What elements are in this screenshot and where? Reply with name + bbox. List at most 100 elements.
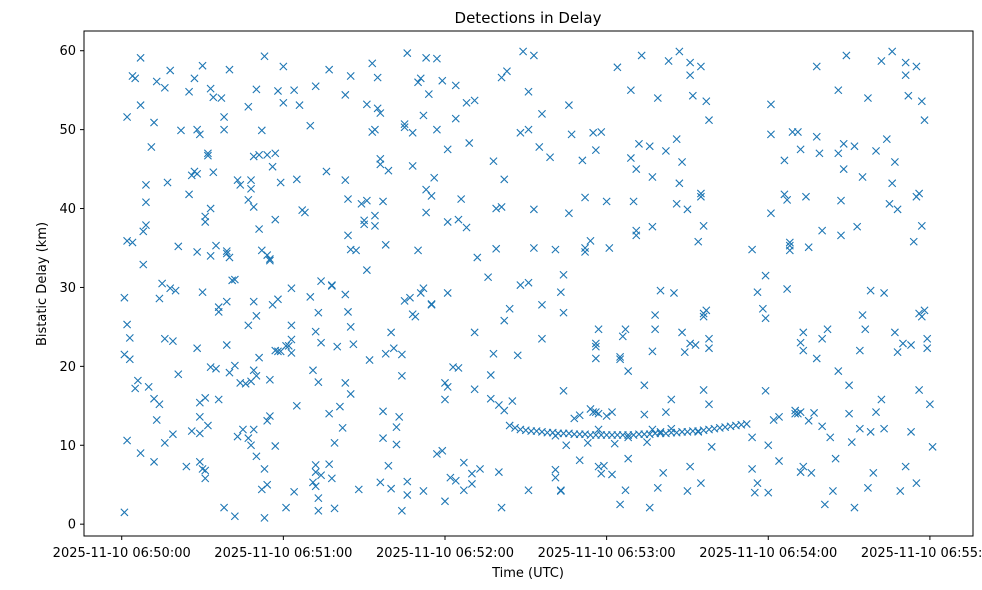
detection-marker [648,425,657,434]
detection-marker [265,255,274,264]
detection-marker [920,116,929,125]
detection-marker [470,385,479,394]
detection-marker [238,425,247,434]
detection-marker [696,479,705,488]
x-tick-label: 2025-11-10 06:52:00 [376,546,514,561]
detection-marker [141,198,150,207]
detection-marker [834,367,843,376]
detection-marker [594,325,603,334]
detection-marker [193,125,202,134]
detection-marker [341,290,350,299]
detection-marker [195,412,204,421]
detection-marker [834,149,843,158]
detection-marker [923,334,932,343]
detection-marker [845,409,854,418]
detection-marker [915,189,924,198]
detection-marker [427,191,436,200]
detection-marker [203,421,212,430]
detection-marker [317,277,326,286]
detection-marker [252,85,261,94]
detection-marker [427,300,436,309]
detection-marker [379,434,388,443]
detection-marker [225,65,234,74]
detection-marker [686,71,695,80]
detection-marker [524,486,533,495]
detection-marker [917,97,926,106]
detection-marker [858,172,867,181]
detection-marker [139,227,148,236]
detection-marker [500,175,509,184]
detection-marker [575,456,584,465]
detection-marker [300,208,309,217]
detection-marker [764,488,773,497]
detection-marker [141,221,150,230]
detection-marker [443,288,452,297]
detection-marker [804,416,813,425]
detection-marker [699,386,708,395]
detection-marker [365,356,374,365]
detection-marker [761,386,770,395]
detection-marker [632,165,641,174]
detection-marker [869,468,878,477]
detection-marker [308,478,317,487]
detection-marker [519,47,528,56]
detection-marker [556,487,565,496]
y-tick-label: 20 [59,360,76,375]
detection-marker [185,87,194,96]
detection-marker [632,231,641,240]
detection-marker [785,238,794,247]
detection-marker [621,325,630,334]
detection-marker [837,196,845,205]
detection-marker [438,76,447,85]
detection-marker [917,312,926,321]
detection-marker [263,416,272,425]
detection-marker [783,285,792,294]
detection-marker [624,454,633,463]
detection-marker [400,296,409,305]
detection-marker [346,389,355,398]
detection-marker [465,139,474,148]
detection-marker [222,247,231,256]
detection-marker [559,308,568,317]
detection-marker [812,62,821,71]
detection-marker [796,408,805,417]
detection-marker [451,81,460,90]
detection-marker [306,121,315,130]
detection-marker [853,222,862,231]
detection-marker [513,351,522,360]
detection-marker [327,474,336,483]
detection-marker [400,123,409,132]
detection-marker [793,128,802,136]
detection-marker [696,62,705,71]
detection-marker [780,156,789,165]
detection-marker [688,91,697,100]
detection-marker [661,146,670,155]
detection-marker [815,149,824,158]
detection-marker [120,293,129,302]
detection-marker [473,253,482,262]
detection-marker [667,424,676,433]
detection-marker [462,98,471,107]
detection-marker [855,346,864,355]
detection-marker [273,86,282,95]
detection-marker [651,311,660,320]
detection-marker [131,74,140,83]
detection-marker [594,425,603,434]
detection-marker [381,349,390,358]
detection-marker [360,220,369,229]
detection-marker [416,74,425,83]
detection-marker [696,192,705,201]
detection-marker [368,59,377,68]
detection-marker [160,438,169,447]
detection-marker [564,101,573,110]
detection-marker [529,244,538,252]
detection-marker [255,225,264,234]
detection-marker [354,485,363,494]
detection-marker [440,378,449,387]
detection-marker [578,156,587,165]
detection-marker [133,376,142,385]
detection-marker [440,497,449,506]
detection-marker [669,288,678,297]
detection-marker [292,175,301,184]
detection-marker [241,379,250,388]
